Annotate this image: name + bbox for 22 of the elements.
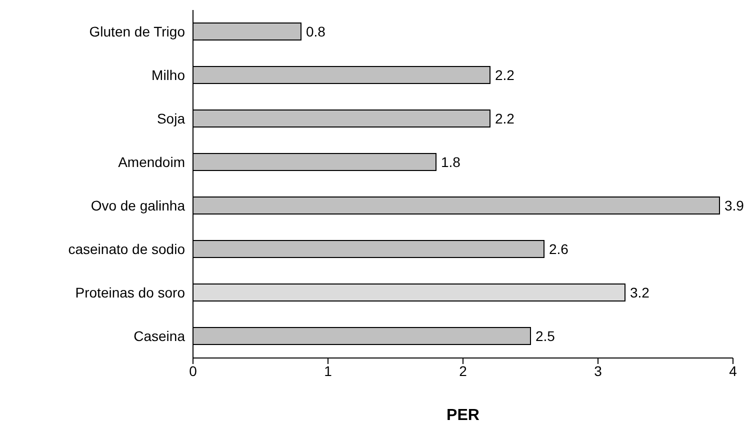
x-axis-title: PER xyxy=(446,407,480,424)
x-tick-label: 3 xyxy=(594,362,602,379)
x-tick-label: 2 xyxy=(459,362,468,379)
data-label: 2.2 xyxy=(495,110,515,126)
y-tick-label: Gluten de Trigo xyxy=(89,24,186,40)
y-tick-label: Soja xyxy=(156,110,186,127)
data-label: 3.9 xyxy=(724,197,744,214)
x-tick-label: 0 xyxy=(189,362,198,379)
data-label: 3.2 xyxy=(630,284,650,300)
y-tick-label: caseinato de sodio xyxy=(68,241,186,258)
data-label: 0.8 xyxy=(306,23,326,40)
data-label: 2.6 xyxy=(549,240,569,257)
data-label: 2.5 xyxy=(536,328,556,344)
data-label: 1.8 xyxy=(441,154,461,170)
y-tick-label: Ovo de galinha xyxy=(90,198,186,214)
y-tick-label: Caseina xyxy=(134,328,186,344)
y-tick-label: Amendoim xyxy=(118,154,185,170)
y-tick-label: Proteinas do soro xyxy=(75,284,186,301)
x-tick-label: 4 xyxy=(729,362,738,379)
data-label: 2.2 xyxy=(495,66,515,83)
x-tick-label: 1 xyxy=(324,362,332,379)
y-tick-label: Milho xyxy=(152,67,186,84)
